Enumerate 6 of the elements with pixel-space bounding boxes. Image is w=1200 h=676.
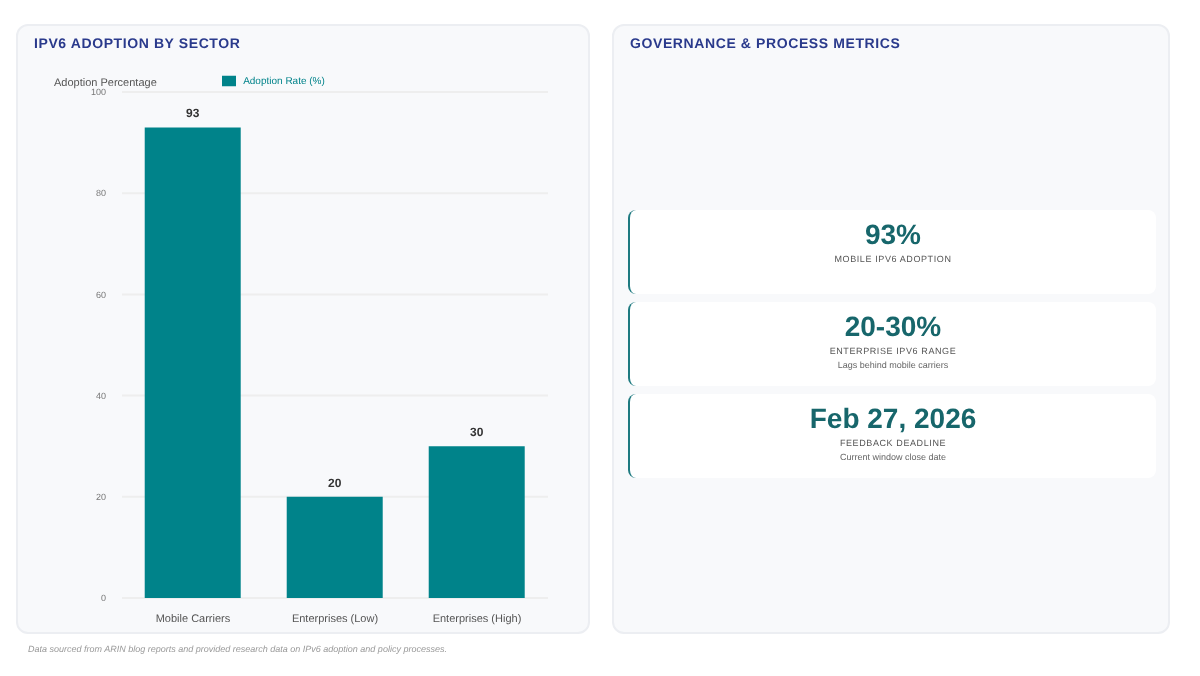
bar (286, 496, 383, 598)
bar (428, 446, 525, 598)
text: Feb 27, 2026 (807, 402, 979, 434)
bar (144, 127, 241, 598)
text: 93% (862, 218, 924, 250)
text: 20-30% (842, 310, 944, 342)
